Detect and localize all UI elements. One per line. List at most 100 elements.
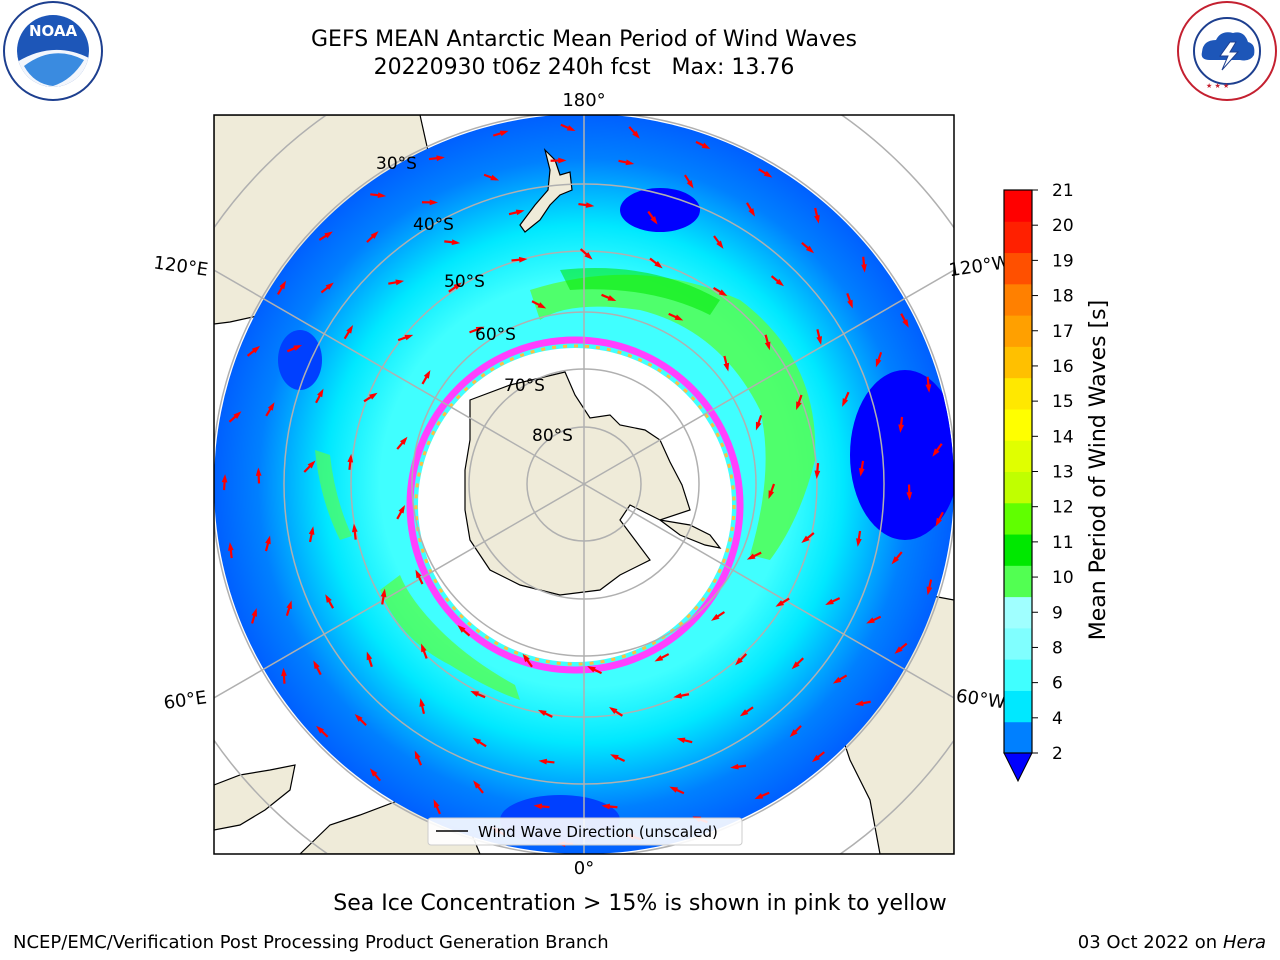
wind-vector-head: [325, 594, 332, 603]
vector-legend: Wind Wave Direction (unscaled): [427, 817, 743, 846]
footer-credit: NCEP/EMC/Verification Post Processing Pr…: [13, 932, 609, 953]
wind-vector-head: [814, 470, 821, 480]
wind-vector-head: [251, 345, 261, 354]
wind-vector-head: [791, 661, 800, 670]
wind-vectors: [221, 123, 944, 847]
colorbar-segment: [1004, 502, 1032, 535]
colorbar-tick-label: 19: [1052, 251, 1074, 271]
wind-vector-head: [625, 159, 635, 166]
wind-vector-head: [457, 625, 466, 633]
sea-ice-note: Sea Ice Concentration > 15% is shown in …: [333, 891, 947, 916]
colorbar-segment: [1004, 221, 1032, 254]
sea-ice-inner: [414, 344, 736, 666]
wind-vector-head: [673, 692, 682, 699]
wind-vector-head: [650, 216, 658, 225]
wind-vector-head: [768, 490, 775, 500]
lat-label-40s: 40°S: [413, 215, 454, 235]
wind-vector-head: [584, 252, 593, 260]
wind-vector-head: [313, 660, 320, 670]
lon-label-120w: 120°W: [947, 252, 1011, 281]
footer-date: 03 Oct 2022 on Hera: [1078, 931, 1266, 955]
wind-vector-head: [858, 468, 865, 477]
wind-vector-head: [585, 202, 595, 208]
wind-vector-head: [538, 758, 548, 765]
wind-vector-head: [533, 803, 543, 810]
lat-label-50s: 50°S: [444, 272, 485, 292]
colorbar-tick-label: 2: [1052, 744, 1063, 764]
colorbar-tick-label: 10: [1052, 568, 1074, 588]
colorbar-segment: [1004, 252, 1032, 285]
colorbar-segment: [1004, 534, 1032, 566]
wind-vector-head: [875, 358, 882, 368]
wave-band-green: [530, 274, 816, 560]
wind-vector-head: [293, 345, 303, 351]
wind-vector-head: [898, 424, 905, 433]
wind-vector-head: [607, 295, 617, 302]
wind-vector-head: [433, 799, 440, 808]
wind-vector-head: [816, 336, 822, 345]
wind-vector-head: [522, 653, 530, 663]
colorbar: 21 20 19 18 17 16 15 14 13 12 11 10 9 8 6 4 2: [1003, 181, 1074, 783]
colorbar-segment: [1004, 377, 1032, 410]
land-antarctica: [464, 371, 691, 596]
wind-vector-head: [221, 474, 228, 483]
wind-vector-head: [891, 556, 900, 565]
colorbar-tick-label: 6: [1052, 674, 1063, 694]
wind-vector-head: [832, 676, 842, 684]
wind-vector-head: [347, 453, 354, 463]
wind-vector-head: [419, 698, 426, 707]
wind-vector-head: [814, 214, 820, 224]
lat-label-70s: 70°S: [504, 376, 545, 396]
wind-vector-head: [451, 239, 461, 246]
wind-vector-head: [537, 709, 547, 717]
wind-vector-head: [566, 125, 576, 132]
colorbar-tick-label: 21: [1052, 181, 1074, 201]
wind-vector-head: [429, 199, 438, 206]
wind-vector-head: [902, 319, 909, 328]
wind-vector-head: [558, 157, 567, 164]
wind-vector-head: [654, 260, 663, 269]
wind-vector-head: [317, 388, 324, 398]
colorbar-tick-label: 9: [1052, 603, 1063, 623]
wind-vector-head: [279, 280, 286, 290]
wind-vector-head: [233, 411, 242, 419]
wind-vector-head: [775, 600, 785, 607]
wind-vector-head: [404, 334, 414, 341]
legend-label: Wind Wave Direction (unscaled): [478, 823, 718, 841]
svg-text:★ ★ ★: ★ ★ ★: [1206, 82, 1229, 90]
wave-patch-deep: [278, 330, 322, 390]
wind-vector-head: [906, 492, 913, 501]
wind-vector-head: [610, 754, 619, 761]
colorbar-extend-arrow: [1003, 752, 1033, 783]
wind-vector-head: [354, 713, 363, 722]
lon-label-60e: 60°E: [162, 687, 208, 714]
colorbar-tick-label: 13: [1052, 463, 1074, 483]
wind-vector-head: [267, 402, 275, 411]
wind-vector-head: [436, 155, 445, 162]
wind-vector-head: [307, 460, 316, 469]
colorbar-segment: [1004, 346, 1032, 379]
colorbar-tick-label: 11: [1052, 533, 1074, 553]
land-madagascar: [214, 764, 296, 831]
wind-vector-head: [763, 170, 773, 178]
wind-vector-head: [654, 655, 664, 662]
colorbar-segment: [1004, 627, 1032, 660]
wind-vector-head: [609, 707, 618, 714]
wind-vector-head: [369, 392, 378, 400]
wind-vector-head: [415, 569, 422, 579]
wind-vector-head: [723, 362, 730, 372]
wind-vector-head: [414, 750, 421, 760]
colorbar-segment: [1004, 596, 1032, 629]
wind-vector-head: [587, 666, 596, 673]
wind-vector-head: [475, 326, 485, 333]
wind-vector-head: [251, 608, 258, 617]
wind-vector-head: [746, 553, 756, 560]
wind-vector-head: [537, 302, 547, 309]
wind-vector-head: [861, 264, 867, 273]
colorbar-segment: [1004, 690, 1032, 723]
wind-vector-head: [346, 325, 354, 334]
colorbar-segment: [1004, 659, 1032, 691]
wind-vector-head: [811, 754, 821, 763]
nws-logo: ★ ★ ★: [1177, 1, 1277, 101]
